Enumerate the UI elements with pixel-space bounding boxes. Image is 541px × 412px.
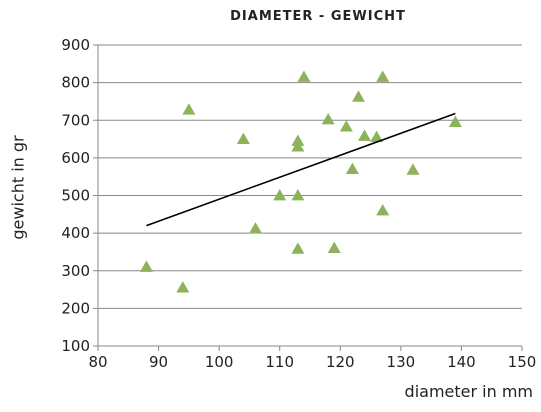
axes bbox=[97, 45, 522, 347]
x-tick-label: 110 bbox=[265, 353, 294, 371]
data-point bbox=[291, 189, 305, 201]
data-point bbox=[182, 103, 196, 115]
data-point bbox=[176, 281, 190, 293]
data-point bbox=[376, 70, 390, 82]
data-point bbox=[376, 204, 390, 216]
data-point bbox=[339, 120, 353, 132]
y-tick-label: 400 bbox=[61, 224, 90, 242]
data-point bbox=[351, 90, 365, 102]
data-point bbox=[248, 222, 262, 234]
data-point bbox=[297, 70, 311, 82]
trendline-group bbox=[146, 112, 456, 227]
data-point bbox=[358, 129, 372, 141]
y-tick-label: 900 bbox=[61, 36, 90, 54]
data-point bbox=[370, 130, 384, 143]
y-tick-labels: 100 200 300 400 500 600 700 800 900 bbox=[61, 36, 90, 355]
data-points bbox=[139, 70, 462, 293]
grid-lines bbox=[93, 44, 523, 351]
x-tick-label: 140 bbox=[447, 353, 476, 371]
y-tick-label: 500 bbox=[61, 187, 90, 205]
y-tick-label: 800 bbox=[61, 74, 90, 92]
x-tick-labels: 80 90 100 110 120 130 140 150 bbox=[88, 353, 536, 371]
x-tick-label: 130 bbox=[387, 353, 416, 371]
data-point bbox=[345, 162, 359, 175]
x-tick-label: 90 bbox=[149, 353, 168, 371]
x-axis-label: diameter in mm bbox=[404, 382, 533, 401]
trendline bbox=[146, 112, 456, 227]
x-tick-label: 120 bbox=[326, 353, 355, 371]
x-tick-label: 80 bbox=[88, 353, 107, 371]
data-point bbox=[291, 242, 305, 254]
chart-title: DIAMETER - GEWICHT bbox=[230, 9, 406, 24]
data-point bbox=[327, 241, 341, 254]
y-tick-label: 300 bbox=[61, 262, 90, 280]
y-tick-label: 700 bbox=[61, 111, 90, 129]
data-point bbox=[406, 163, 420, 175]
y-tick-label: 100 bbox=[61, 337, 90, 355]
x-tick-label: 150 bbox=[508, 353, 537, 371]
data-point bbox=[236, 132, 250, 144]
x-tick-label: 100 bbox=[205, 353, 234, 371]
data-point bbox=[273, 189, 287, 201]
data-point bbox=[321, 112, 335, 125]
data-point bbox=[291, 140, 305, 152]
y-tick-label: 200 bbox=[61, 299, 90, 317]
y-tick-label: 600 bbox=[61, 149, 90, 167]
data-point bbox=[139, 260, 153, 272]
data-point bbox=[448, 115, 462, 128]
